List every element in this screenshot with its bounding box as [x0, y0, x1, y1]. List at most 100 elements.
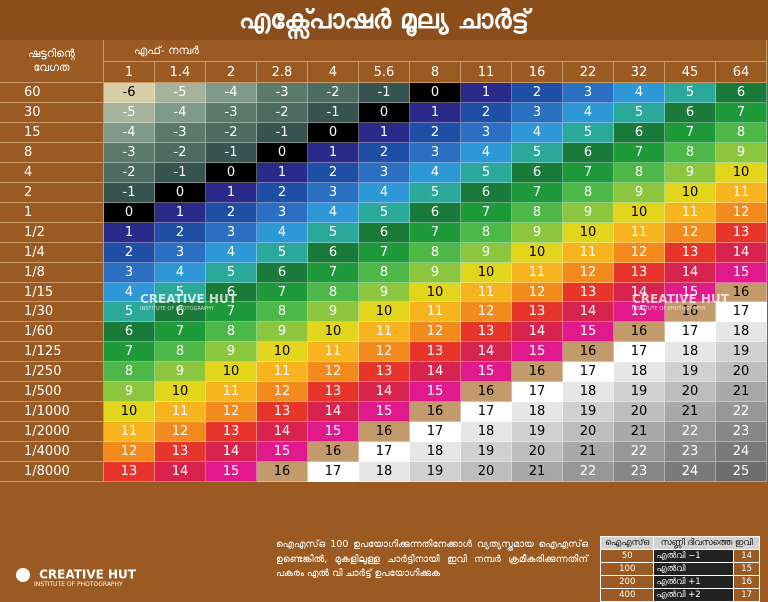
ev-cell: 1: [206, 182, 257, 203]
ev-cell: 15: [410, 382, 461, 403]
ev-cell: -1: [257, 122, 308, 143]
ev-cell: 3: [461, 122, 512, 143]
ev-cell: 9: [563, 202, 614, 223]
ev-cell: 6: [665, 102, 716, 123]
ev-cell: 20: [461, 462, 512, 483]
ev-cell: 1: [410, 102, 461, 123]
iso-table-lv: എൽവി −1: [653, 549, 735, 563]
ev-cell: 17: [359, 442, 410, 463]
ev-cell: 13: [206, 422, 257, 443]
iso-table-ev: 15: [733, 562, 760, 576]
f-number-label: 1: [104, 62, 155, 83]
ev-cell: 13: [104, 462, 155, 483]
ev-cell: 9: [206, 342, 257, 363]
ev-cell: 6: [308, 242, 359, 263]
ev-cell: 7: [512, 182, 563, 203]
ev-cell: 13: [716, 222, 767, 243]
ev-cell: 18: [410, 442, 461, 463]
ev-cell: 7: [155, 322, 206, 343]
ev-cell: 2: [359, 142, 410, 163]
ev-cell: 22: [614, 442, 665, 463]
ev-cell: 7: [665, 122, 716, 143]
ev-cell: 1: [308, 142, 359, 163]
ev-cell: 11: [665, 202, 716, 223]
ev-cell: 8: [257, 302, 308, 323]
ev-cell: 2: [206, 202, 257, 223]
ev-cell: 19: [563, 402, 614, 423]
ev-cell: 23: [716, 422, 767, 443]
shutter-speed-label: 1/8: [0, 262, 104, 283]
ev-cell: 14: [359, 382, 410, 403]
ev-cell: 4: [206, 242, 257, 263]
ev-cell: 11: [512, 262, 563, 283]
ev-cell: 4: [359, 182, 410, 203]
ev-cell: 1: [104, 222, 155, 243]
ev-cell: 11: [461, 282, 512, 303]
shutter-speed-label: 1/2: [0, 222, 104, 243]
f-number-label: 2: [206, 62, 257, 83]
ev-cell: 11: [308, 342, 359, 363]
ev-cell: 21: [665, 402, 716, 423]
ev-cell: 10: [410, 282, 461, 303]
creative-hut-logo: CREATIVE HUT INSTITUTE OF PHOTOGRAPHY: [16, 564, 136, 588]
iso-table-iso: 50: [599, 549, 655, 563]
ev-cell: 9: [716, 142, 767, 163]
ev-cell: 2: [308, 162, 359, 183]
ev-cell: 22: [665, 422, 716, 443]
ev-cell: 8: [155, 342, 206, 363]
f-number-label: 2.8: [257, 62, 308, 83]
ev-cell: 12: [512, 282, 563, 303]
ev-cell: 3: [359, 162, 410, 183]
ev-cell: 4: [308, 202, 359, 223]
ev-cell: 13: [155, 442, 206, 463]
ev-cell: -1: [155, 162, 206, 183]
ev-cell: 9: [614, 182, 665, 203]
ev-cell: 20: [563, 422, 614, 443]
chart-title: എക്സ്പോഷർ മൂല്യ ചാർട്ട്: [0, 0, 768, 40]
ev-cell: -4: [206, 83, 257, 103]
ev-cell: 2: [155, 222, 206, 243]
ev-cell: 17: [512, 382, 563, 403]
f-number-label: 22: [563, 62, 614, 83]
ev-cell: 12: [716, 202, 767, 223]
ev-cell: -5: [155, 83, 206, 103]
ev-cell: -2: [206, 122, 257, 143]
shutter-speed-label: 1/15: [0, 282, 104, 303]
ev-cell: 16: [461, 382, 512, 403]
ev-cell: 6: [461, 182, 512, 203]
ev-cell: 16: [716, 282, 767, 303]
ev-cell: 13: [563, 282, 614, 303]
ev-cell: 13: [461, 322, 512, 343]
ev-cell: 9: [665, 162, 716, 183]
ev-cell: 18: [461, 422, 512, 443]
iso-table-ev: 17: [733, 588, 760, 602]
ev-cell: 7: [716, 102, 767, 123]
f-number-label: 8: [410, 62, 461, 83]
ev-cell: -2: [257, 102, 308, 123]
watermark-left: CREATIVE HUT INSTITUTE OF PHOTOGRAPHY: [140, 292, 237, 312]
ev-cell: 6: [614, 122, 665, 143]
ev-cell: 14: [308, 402, 359, 423]
ev-cell: 5: [614, 102, 665, 123]
ev-cell: 7: [359, 242, 410, 263]
ev-cell: -3: [257, 83, 308, 103]
ev-cell: 1: [155, 202, 206, 223]
f-number-label: 45: [665, 62, 716, 83]
ev-cell: 17: [716, 302, 767, 323]
ev-cell: 4: [155, 262, 206, 283]
ev-cell: 21: [512, 462, 563, 483]
ev-cell: 19: [512, 422, 563, 443]
shutter-speed-label: 8: [0, 142, 104, 163]
shutter-speed-label: 1/4000: [0, 442, 104, 463]
ev-cell: 2: [512, 83, 563, 103]
ev-cell: 0: [257, 142, 308, 163]
ev-cell: 15: [461, 362, 512, 383]
ev-cell: 14: [563, 302, 614, 323]
ev-cell: 5: [410, 182, 461, 203]
logo-name: CREATIVE HUT: [39, 567, 136, 582]
ev-cell: 18: [665, 342, 716, 363]
ev-cell: 10: [155, 382, 206, 403]
ev-cell: 4: [512, 122, 563, 143]
ev-cell: 21: [716, 382, 767, 403]
